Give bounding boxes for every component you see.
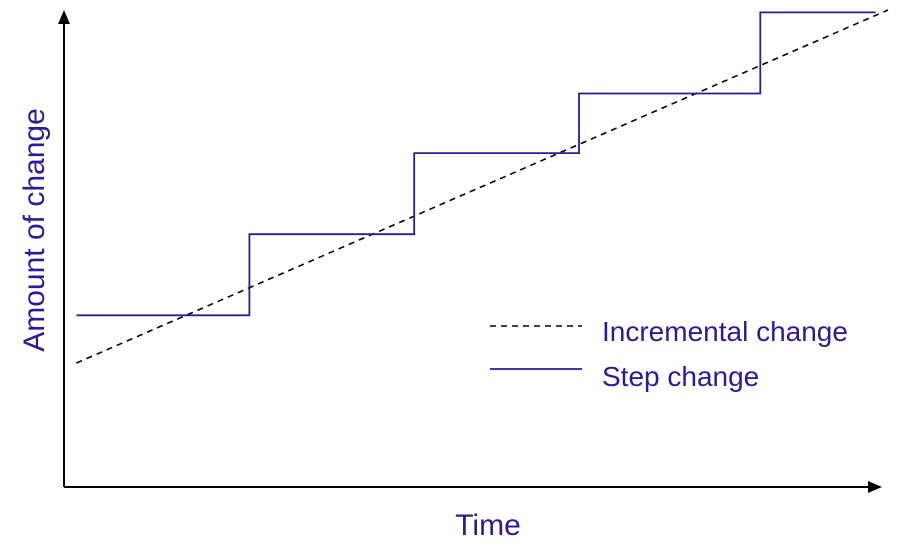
series-layer <box>76 9 889 364</box>
series-line-step-change <box>76 11 876 317</box>
legend: Incremental change Step change <box>490 316 848 392</box>
y-axis-arrow-icon <box>58 10 70 24</box>
legend-label-step-change: Step change <box>602 361 759 392</box>
x-axis-label: Time <box>455 509 521 542</box>
series-line-incremental-change <box>76 9 889 364</box>
legend-label-incremental-change: Incremental change <box>602 316 848 347</box>
x-axis-arrow-icon <box>868 481 882 493</box>
y-axis-label: Amount of change <box>18 108 51 352</box>
